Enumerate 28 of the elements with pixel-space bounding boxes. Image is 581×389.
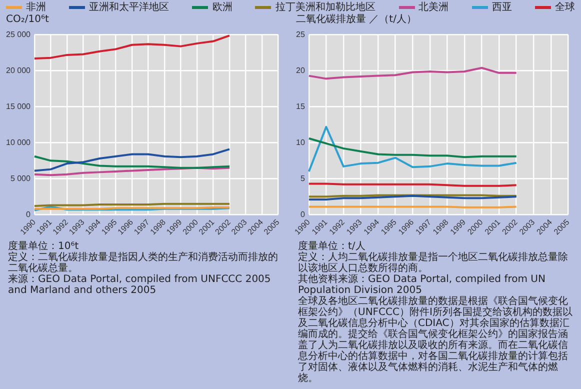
y-axis-title: 二氧化碳排放量 ／（t/人）	[295, 14, 418, 26]
y-tick-label: 15 000	[6, 102, 32, 111]
source-note: 来源：GEO Data Portal, compiled from UNFCCC 2005 and Marland and others 2005	[8, 274, 272, 296]
legend-label: 欧洲	[212, 0, 232, 14]
legend-label: 亚洲和太平洋地区	[89, 0, 170, 14]
legend-label: 拉丁美洲和加勒比地区	[275, 0, 376, 14]
y-tick-label: 20 000	[6, 66, 32, 75]
y-tick-label: 20	[296, 66, 306, 75]
text: 定义：人均二氧化碳排放量是指一个地区二氧化碳排放总量除以该地区人口总数所得的商。	[298, 252, 569, 274]
legend-label: 非洲	[26, 0, 46, 14]
y-tick-label: 10 000	[6, 138, 32, 147]
text: 全球及各地区二氧化碳排放量的数据是根据《联合国气候变化框架公约》（UNFCCC）附件I所列各国提交给该机构的数据以及二氧化碳信息分析中心（CDIAC）对其余国家的估算数据汇编而成的。提交给《联合国气候变化框架公约》的国家报告涵盖了人为二氧化碳排放以及吸收的所有来源。而在二氧化碳信息分析中心的估算数据中，对各国二氧化碳排放量的计算包括了对固体、液体以及气体燃料的消耗、水泥生产和气体的燃烧。	[298, 296, 574, 384]
legend-label: 北美洲	[418, 0, 449, 14]
text: 度量单位：10⁶t	[8, 241, 79, 252]
legend-label: 全球	[554, 0, 575, 14]
text: 度量单位：t/人	[298, 241, 366, 252]
text: 定义：二氧化碳排放量是指因人类的生产和消费活动而排放的二氧化碳总量。	[8, 252, 279, 274]
legend-label: 西亚	[492, 1, 512, 14]
y-tick-label: 5 000	[10, 174, 32, 183]
y-tick-label: 0	[300, 210, 306, 219]
y-tick-label: 5	[300, 174, 306, 183]
y-tick-label: 25	[296, 30, 306, 40]
text: 其他资料来源：GEO Data Portal, compiled from UN Population Division 2005	[298, 274, 546, 296]
y-tick-label: 25 000	[6, 30, 32, 40]
y-tick-label: 15	[296, 102, 306, 111]
y-tick-label: 10	[296, 138, 306, 147]
y-axis-title: CO₂/10⁶t	[5, 14, 50, 26]
y-tick-label: 0	[26, 210, 32, 219]
